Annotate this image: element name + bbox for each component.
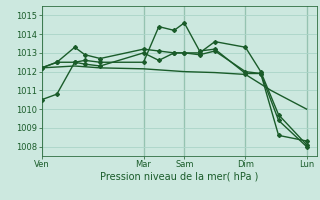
X-axis label: Pression niveau de la mer( hPa ): Pression niveau de la mer( hPa ) <box>100 172 258 182</box>
